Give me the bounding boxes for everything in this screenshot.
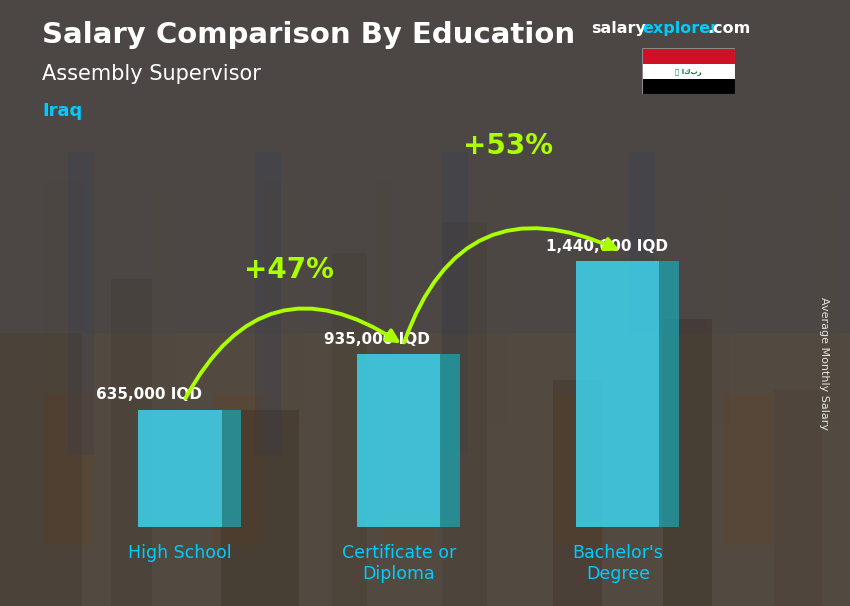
Bar [68,152,94,454]
Bar [442,222,487,606]
Bar [42,182,84,424]
Bar [642,64,735,79]
Bar [595,182,620,424]
Bar [774,390,823,606]
Text: 935,000 IQD: 935,000 IQD [324,332,430,347]
Text: salary: salary [591,21,646,36]
Bar [153,182,174,424]
Text: 635,000 IQD: 635,000 IQD [96,387,202,402]
Text: .com: .com [707,21,751,36]
Text: Iraq: Iraq [42,102,82,120]
Text: 1,440,000 IQD: 1,440,000 IQD [546,239,668,254]
Text: +47%: +47% [245,256,334,284]
Bar [0,333,850,606]
Bar [382,394,434,545]
Bar [706,182,730,424]
Text: Average Monthly Salary: Average Monthly Salary [819,297,829,430]
Bar [255,152,280,454]
Bar [332,253,366,606]
Bar [552,380,602,606]
Text: explorer: explorer [643,21,719,36]
Bar [42,394,94,545]
Bar [374,182,392,424]
Bar [0,333,82,606]
Bar [442,152,468,454]
Bar [816,182,841,424]
Polygon shape [357,355,440,527]
Polygon shape [440,355,460,527]
Bar [629,152,654,454]
Text: +53%: +53% [463,132,553,160]
Bar [642,79,735,94]
Polygon shape [660,261,679,527]
Bar [663,319,711,606]
Bar [722,394,774,545]
Bar [552,394,604,545]
Polygon shape [222,410,241,527]
Polygon shape [576,261,660,527]
Polygon shape [139,410,222,527]
Bar [212,394,264,545]
Bar [221,410,299,606]
Text: Salary Comparison By Education: Salary Comparison By Education [42,21,575,49]
Bar [110,279,152,606]
Bar [264,182,303,424]
Bar [0,0,850,333]
Bar [642,48,735,64]
Text: ﷲ اكبر: ﷲ اكبر [675,68,702,75]
Text: Assembly Supervisor: Assembly Supervisor [42,64,262,84]
Bar [484,182,507,424]
